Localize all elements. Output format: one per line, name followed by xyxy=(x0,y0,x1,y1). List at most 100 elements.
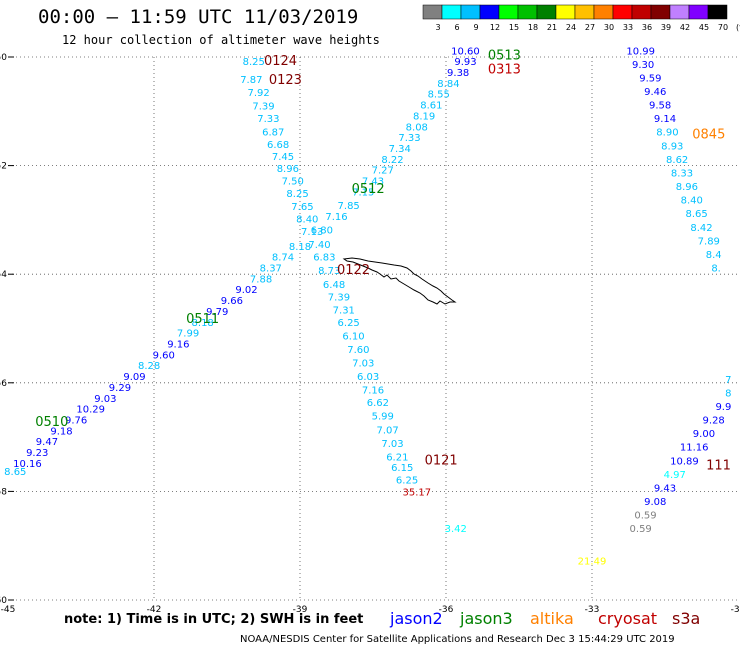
latitude-tick-label: -60 xyxy=(0,596,7,606)
longitude-tick-label: -39 xyxy=(293,605,308,615)
wave-height-value: 9.46 xyxy=(644,87,666,98)
latitude-tick-label: -50 xyxy=(0,53,7,63)
wave-height-value: 6.21 xyxy=(386,452,408,463)
wave-height-value: 9.59 xyxy=(639,73,661,84)
wave-height-value: 7.65 xyxy=(291,202,313,213)
wave-height-value: 9.18 xyxy=(50,426,72,437)
wave-height-value: 8.73 xyxy=(318,266,340,277)
color-scale-label: 6 xyxy=(454,23,459,32)
wave-height-value: 3.42 xyxy=(445,524,467,535)
color-swatch xyxy=(707,4,728,20)
wave-height-value: 9.16 xyxy=(167,340,189,351)
color-scale-label: (ft) xyxy=(736,23,740,32)
pass-time-label: 0511 xyxy=(186,312,219,327)
color-scale-label: 70 xyxy=(718,23,728,32)
color-scale-label: 36 xyxy=(642,23,652,32)
color-scale-label: 39 xyxy=(661,23,671,32)
wave-height-value: 6.25 xyxy=(338,318,360,329)
wave-height-value: 7.99 xyxy=(177,329,199,340)
wave-height-value: 6.80 xyxy=(311,225,333,236)
wave-height-value: 8.18 xyxy=(192,318,214,329)
color-swatch xyxy=(517,4,538,20)
wave-height-value: 7.45 xyxy=(272,152,294,163)
color-swatch xyxy=(555,4,576,20)
wave-height-value: 9.14 xyxy=(654,114,676,125)
wave-height-value: 8.55 xyxy=(428,90,450,101)
island-coastline xyxy=(342,257,457,305)
page-title: 00:00 – 11:59 UTC 11/03/2019 xyxy=(38,6,359,28)
color-scale-label: 24 xyxy=(566,23,576,32)
wave-height-value: 9.23 xyxy=(26,448,48,459)
color-swatch xyxy=(631,4,652,20)
wave-height-value: 8.42 xyxy=(690,223,712,234)
wave-height-value: 8.62 xyxy=(666,155,688,166)
color-scale-label: 9 xyxy=(473,23,478,32)
wave-height-value: 8.93 xyxy=(661,141,683,152)
color-scale-label: 27 xyxy=(585,23,595,32)
legend-satellite-cryosat: cryosat xyxy=(598,609,658,628)
wave-height-value: 6.62 xyxy=(367,398,389,409)
wave-height-value: 7.39 xyxy=(252,102,274,113)
wave-height-value: 7.07 xyxy=(376,425,398,436)
wave-height-value: 6.25 xyxy=(396,475,418,486)
color-swatch xyxy=(479,4,500,20)
legend-satellite-altika: altika xyxy=(530,609,574,628)
pass-time-label: 0124 xyxy=(264,54,297,69)
color-swatch xyxy=(612,4,633,20)
wave-height-value: 7.88 xyxy=(250,274,272,285)
color-swatch xyxy=(422,4,443,20)
wave-height-value: 7.31 xyxy=(333,305,355,316)
wave-height-value: 8.74 xyxy=(272,253,294,264)
pass-time-label: 0845 xyxy=(692,127,725,142)
wave-height-observations: 8.257.877.927.397.336.876.687.458.967.50… xyxy=(4,46,731,567)
wave-height-value: 9.93 xyxy=(454,57,476,68)
wave-height-value: 9.43 xyxy=(654,483,676,494)
wave-height-value: 9.03 xyxy=(94,394,116,405)
wave-height-value: 4.97 xyxy=(664,470,686,481)
wave-height-value: 10.16 xyxy=(13,459,42,470)
wave-height-value: 0.59 xyxy=(630,524,652,535)
wave-height-value: 10.29 xyxy=(76,405,105,416)
wave-height-value: 9.29 xyxy=(109,383,131,394)
wave-height-value: 8.08 xyxy=(406,122,428,133)
wave-height-value: 7.16 xyxy=(325,212,347,223)
latitude-tick-label: -58 xyxy=(0,487,7,497)
wave-height-value: 8.40 xyxy=(681,196,703,207)
wave-height-value: 8.25 xyxy=(286,189,308,200)
wave-height-value: 7.15 xyxy=(352,187,374,198)
color-swatch xyxy=(536,4,557,20)
wave-height-value: 9.79 xyxy=(206,307,228,318)
color-swatch xyxy=(460,4,481,20)
wave-height-value: 8.84 xyxy=(437,79,459,90)
wave-height-value: 9.08 xyxy=(644,497,666,508)
wave-height-value: 8.19 xyxy=(413,111,435,122)
wave-height-value: 7.16 xyxy=(362,386,384,397)
wave-height-value: 7 xyxy=(725,375,731,386)
legend-satellite-jason2: jason2 xyxy=(390,609,443,628)
pass-time-label: 0513 xyxy=(488,49,521,64)
wave-height-value: 7.87 xyxy=(240,75,262,86)
color-swatch xyxy=(650,4,671,20)
color-scale-label: 21 xyxy=(547,23,557,32)
wave-height-value: 8.18 xyxy=(289,242,311,253)
wave-height-value: 8.96 xyxy=(676,182,698,193)
wave-height-value: 8. xyxy=(711,263,721,274)
wave-height-value: 8 xyxy=(725,388,731,399)
wave-height-value: 7.13 xyxy=(301,227,323,238)
latitude-tick-label: -54 xyxy=(0,270,7,280)
wave-height-value: 35.17 xyxy=(402,488,431,499)
legend-satellite-s3a: s3a xyxy=(672,609,701,628)
pass-time-label: 0512 xyxy=(352,182,385,197)
wave-height-value: 7.03 xyxy=(352,359,374,370)
longitude-tick-label: -30 xyxy=(731,605,740,615)
color-swatch xyxy=(688,4,709,20)
wave-height-value: 7.40 xyxy=(308,240,330,251)
page-subtitle: 12 hour collection of altimeter wave hei… xyxy=(62,33,380,47)
wave-height-value: 6.03 xyxy=(357,372,379,383)
color-scale-label: 42 xyxy=(680,23,690,32)
color-scale-label: 3 xyxy=(435,23,440,32)
longitude-tick-label: -45 xyxy=(1,605,16,615)
